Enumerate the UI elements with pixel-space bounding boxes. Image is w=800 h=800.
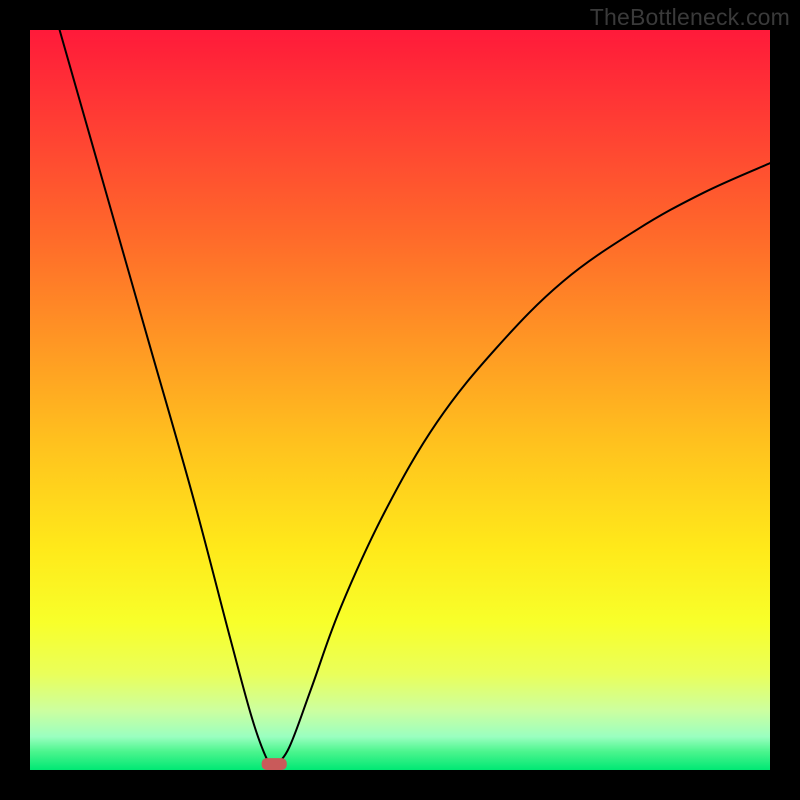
- chart-plot-area: [30, 30, 770, 770]
- chart-background: [30, 30, 770, 770]
- watermark-text: TheBottleneck.com: [590, 4, 790, 31]
- optimum-marker: [262, 758, 287, 770]
- chart-svg: [30, 30, 770, 770]
